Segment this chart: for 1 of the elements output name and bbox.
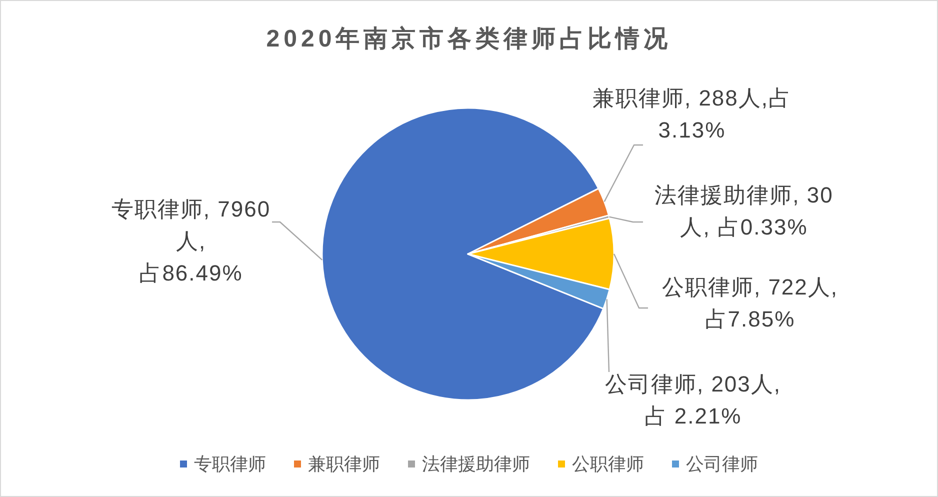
title: 2020年南京市各类律师占比情况 (266, 26, 672, 52)
